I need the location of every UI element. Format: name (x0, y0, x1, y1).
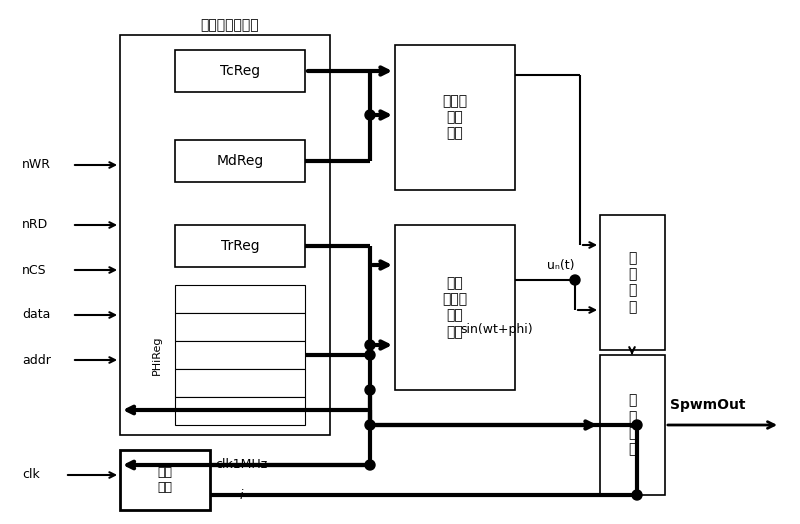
Text: i: i (240, 489, 243, 502)
Bar (120, 35, 330, 435)
Bar (120, 450, 210, 510)
Text: addr: addr (22, 354, 51, 366)
Bar (175, 50, 305, 92)
Bar (395, 45, 515, 190)
Text: MdReg: MdReg (216, 154, 264, 168)
Bar (395, 225, 515, 390)
Text: SpwmOut: SpwmOut (670, 398, 746, 412)
Bar (175, 313, 305, 341)
Text: 输
出
模
块: 输 出 模 块 (628, 394, 637, 456)
Text: uₙ(t): uₙ(t) (547, 258, 574, 271)
Text: 正弦
调制波
产生
模块: 正弦 调制波 产生 模块 (442, 276, 467, 339)
Text: nCS: nCS (22, 264, 46, 277)
Bar (175, 285, 305, 313)
Circle shape (570, 275, 580, 285)
Text: clk: clk (22, 468, 40, 482)
Text: clk1MHz: clk1MHz (215, 458, 267, 471)
Text: PHiReg: PHiReg (152, 335, 162, 375)
Circle shape (632, 420, 642, 430)
Bar (175, 140, 305, 182)
Text: nWR: nWR (22, 158, 51, 171)
Text: 比
较
模
块: 比 较 模 块 (628, 251, 637, 314)
Circle shape (365, 340, 375, 350)
Text: 三角波
产生
模块: 三角波 产生 模块 (442, 94, 467, 141)
Text: 分频
模块: 分频 模块 (158, 466, 173, 494)
Text: data: data (22, 309, 50, 322)
Circle shape (365, 420, 375, 430)
Bar (175, 341, 305, 369)
Text: 控制器接口模块: 控制器接口模块 (200, 18, 258, 32)
Bar (600, 215, 665, 350)
Text: TrReg: TrReg (221, 239, 259, 253)
Text: TcReg: TcReg (220, 64, 260, 78)
Bar (175, 369, 305, 397)
Circle shape (632, 490, 642, 500)
Bar (175, 225, 305, 267)
Circle shape (365, 460, 375, 470)
Circle shape (365, 385, 375, 395)
Text: nRD: nRD (22, 219, 48, 232)
Bar (600, 355, 665, 495)
Text: sin(wt+phi): sin(wt+phi) (460, 323, 533, 336)
Circle shape (365, 110, 375, 120)
Circle shape (365, 350, 375, 360)
Bar (175, 397, 305, 425)
